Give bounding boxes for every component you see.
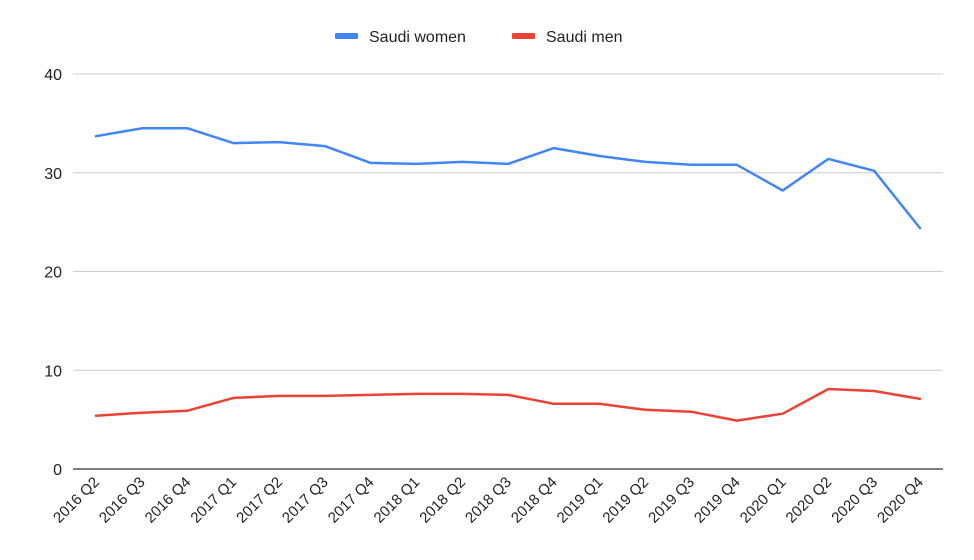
legend-swatch xyxy=(335,33,358,39)
y-tick-label: 20 xyxy=(44,265,62,282)
y-tick-label: 40 xyxy=(44,67,62,84)
x-tick-label: 2018 Q4 xyxy=(508,474,561,527)
y-tick-label: 0 xyxy=(53,462,62,479)
x-tick-label: 2020 Q2 xyxy=(783,474,836,527)
x-tick-label: 2017 Q1 xyxy=(187,474,240,527)
x-tick-label: 2016 Q2 xyxy=(50,474,103,527)
x-tick-label: 2016 Q4 xyxy=(142,474,195,527)
x-tick-label: 2019 Q1 xyxy=(554,474,607,527)
x-tick-label: 2020 Q1 xyxy=(737,474,790,527)
y-axis: 0 10 20 30 40 xyxy=(44,67,62,479)
series-line-saudi-men xyxy=(94,387,922,422)
x-tick-label: 2017 Q2 xyxy=(233,474,286,527)
x-tick-label: 2017 Q3 xyxy=(279,474,332,527)
legend: Saudi women Saudi men xyxy=(335,29,623,46)
series-line-saudi-women xyxy=(94,127,922,230)
x-tick-label: 2020 Q4 xyxy=(874,474,927,527)
x-tick-label: 2019 Q2 xyxy=(599,474,652,527)
x-tick-label: 2018 Q3 xyxy=(462,474,515,527)
x-tick-label: 2016 Q3 xyxy=(96,474,149,527)
legend-label: Saudi women xyxy=(369,29,466,46)
x-tick-label: 2018 Q2 xyxy=(416,474,469,527)
x-tick-label: 2018 Q1 xyxy=(371,474,424,527)
legend-swatch xyxy=(512,33,535,39)
grid-lines xyxy=(73,73,943,470)
y-tick-label: 30 xyxy=(44,166,62,183)
y-tick-label: 10 xyxy=(44,363,62,380)
x-tick-label: 2020 Q3 xyxy=(828,474,881,527)
x-tick-label: 2019 Q4 xyxy=(691,474,744,527)
x-tick-label: 2017 Q4 xyxy=(325,474,378,527)
series-lines xyxy=(94,127,922,422)
legend-label: Saudi men xyxy=(546,29,623,46)
x-tick-label: 2019 Q3 xyxy=(645,474,698,527)
